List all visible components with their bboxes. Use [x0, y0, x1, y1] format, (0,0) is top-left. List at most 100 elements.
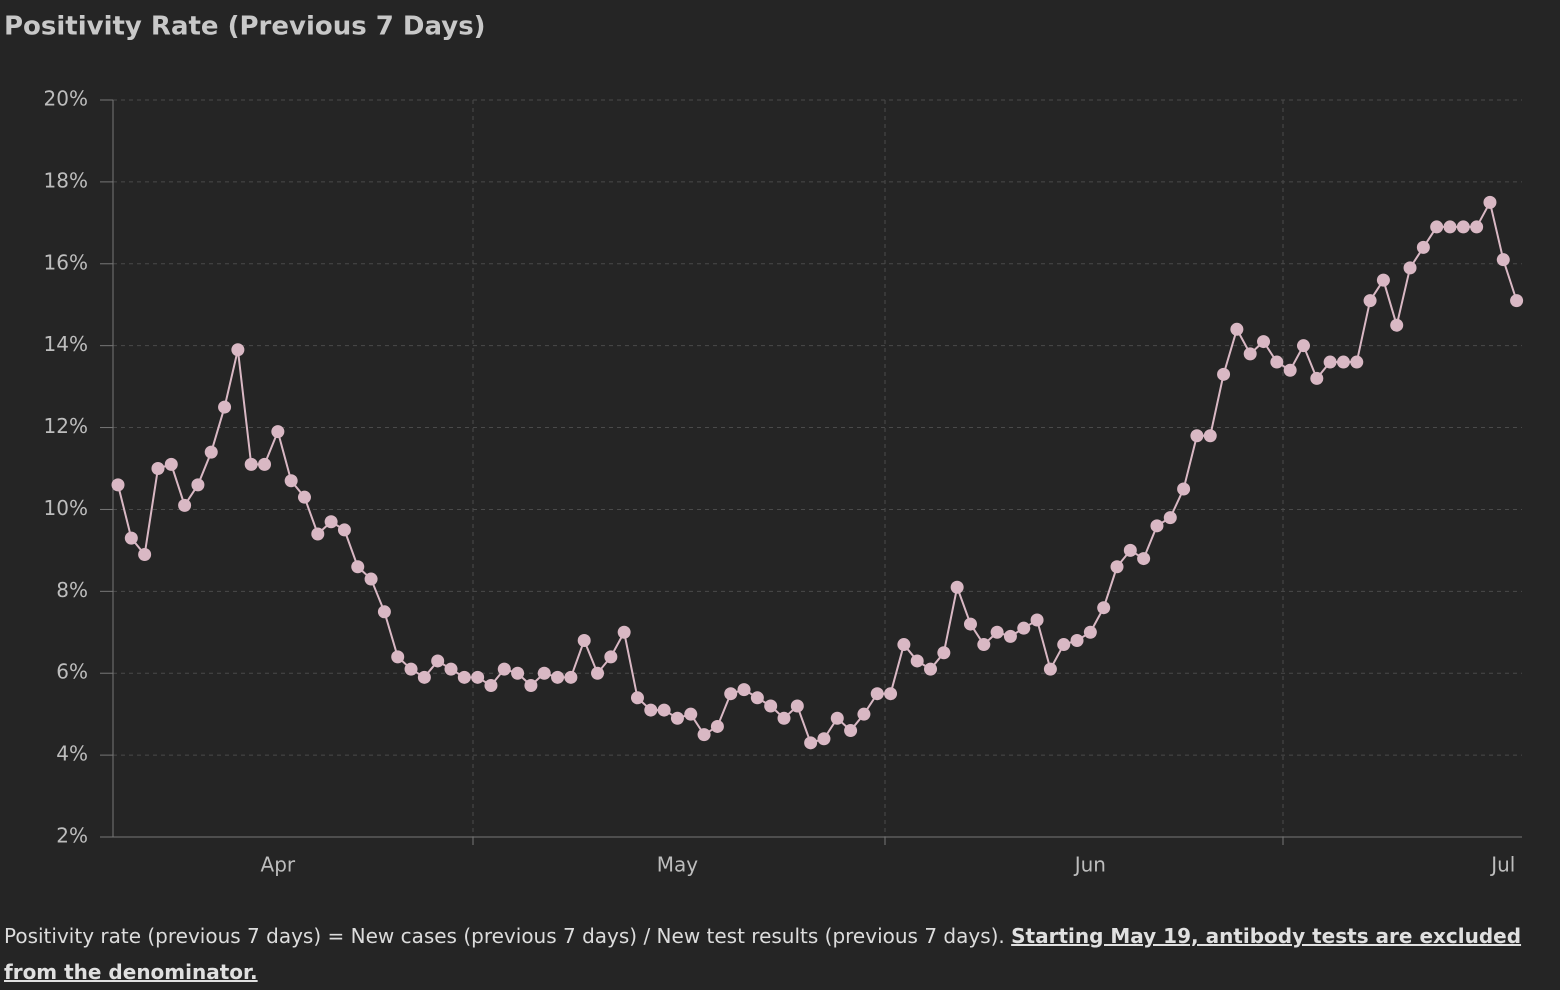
- point: [1336, 355, 1350, 369]
- y-tick-label: 4%: [56, 742, 88, 766]
- point: [111, 478, 125, 492]
- point: [1510, 294, 1524, 308]
- point: [1363, 294, 1377, 308]
- x-tick-label: Jun: [1073, 853, 1106, 877]
- point: [218, 400, 232, 414]
- point: [630, 691, 644, 705]
- point: [804, 736, 818, 750]
- point: [271, 425, 285, 439]
- y-tick-label: 2%: [56, 824, 88, 848]
- point: [1057, 638, 1071, 652]
- chart: Positivity Rate (Previous 7 Days) 2% 4% 6%…: [4, 12, 1524, 877]
- point: [1496, 253, 1510, 267]
- point: [1323, 355, 1337, 369]
- point: [297, 490, 311, 504]
- point: [1257, 335, 1271, 349]
- point: [897, 638, 911, 652]
- point: [1350, 355, 1364, 369]
- point: [377, 605, 391, 619]
- y-tick-label: 8%: [56, 578, 88, 602]
- point: [990, 625, 1004, 639]
- point: [604, 650, 618, 664]
- point: [564, 670, 578, 684]
- y-tick-label: 10%: [44, 496, 88, 520]
- point: [737, 683, 751, 697]
- point: [1243, 347, 1257, 361]
- point: [1163, 511, 1177, 525]
- point: [1443, 220, 1457, 234]
- point: [1043, 662, 1057, 676]
- point: [1097, 601, 1111, 615]
- point: [777, 711, 791, 725]
- point: [697, 728, 711, 742]
- y-tick-label: 6%: [56, 660, 88, 684]
- point: [657, 703, 671, 717]
- point: [511, 666, 525, 680]
- point: [1177, 482, 1191, 496]
- note-text: Positivity rate (previous 7 days) = New …: [4, 924, 1005, 948]
- point: [204, 445, 218, 459]
- point: [1017, 621, 1031, 635]
- point: [1123, 543, 1137, 557]
- point: [963, 617, 977, 631]
- point: [191, 478, 205, 492]
- point: [1456, 220, 1470, 234]
- point: [1470, 220, 1484, 234]
- point: [1137, 552, 1151, 566]
- point: [444, 662, 458, 676]
- point: [1376, 273, 1390, 287]
- point: [670, 711, 684, 725]
- point: [617, 625, 631, 639]
- point: [178, 498, 192, 512]
- y-tick-label: 16%: [44, 250, 88, 274]
- point: [817, 732, 831, 746]
- point: [750, 691, 764, 705]
- point: [524, 679, 538, 693]
- point: [1070, 633, 1084, 647]
- point: [1203, 429, 1217, 443]
- y-tick-label: 18%: [44, 168, 88, 192]
- point: [884, 687, 898, 701]
- point: [431, 654, 445, 668]
- point: [830, 711, 844, 725]
- point: [457, 670, 471, 684]
- x-tick-label: Apr: [261, 853, 296, 877]
- point: [1416, 240, 1430, 254]
- point: [231, 343, 245, 357]
- point: [1110, 560, 1124, 574]
- point: [591, 666, 605, 680]
- point: [724, 687, 738, 701]
- chart-title: Positivity Rate (Previous 7 Days): [4, 12, 486, 42]
- footnote: Positivity rate (previous 7 days) = New …: [4, 918, 1549, 990]
- point: [537, 666, 551, 680]
- point: [417, 670, 431, 684]
- point: [910, 654, 924, 668]
- point: [1150, 519, 1164, 533]
- y-tick-label: 20%: [44, 87, 88, 111]
- point: [324, 515, 338, 529]
- point: [1083, 625, 1097, 639]
- x-tick-label: Jul: [1489, 853, 1515, 877]
- point: [1003, 629, 1017, 643]
- point: [764, 699, 778, 713]
- point: [577, 633, 591, 647]
- point: [684, 707, 698, 721]
- point: [471, 670, 485, 684]
- point: [1430, 220, 1444, 234]
- point: [1270, 355, 1284, 369]
- point: [551, 670, 565, 684]
- point: [284, 474, 298, 488]
- point: [950, 580, 964, 594]
- point: [1283, 363, 1297, 377]
- point: [870, 687, 884, 701]
- y-tick-label: 14%: [44, 332, 88, 356]
- point: [1190, 429, 1204, 443]
- point: [151, 462, 165, 475]
- point: [924, 662, 938, 676]
- point: [1483, 195, 1497, 209]
- point: [337, 523, 351, 537]
- point: [1403, 261, 1417, 275]
- point: [1030, 613, 1044, 627]
- point: [1310, 371, 1324, 385]
